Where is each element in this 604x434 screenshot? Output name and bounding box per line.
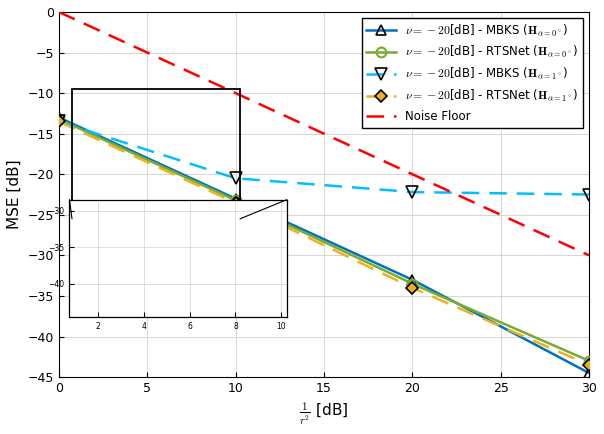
Legend: $\nu = -20$[dB] - MBKS ($\mathbf{H}_{\alpha=0^\circ}$), $\nu = -20$[dB] - RTSNet: $\nu = -20$[dB] - MBKS ($\mathbf{H}_{\al… xyxy=(362,18,583,128)
Y-axis label: MSE [dB]: MSE [dB] xyxy=(7,160,22,229)
X-axis label: $\frac{1}{r^2}$ [dB]: $\frac{1}{r^2}$ [dB] xyxy=(299,401,349,427)
Bar xyxy=(72,89,240,219)
